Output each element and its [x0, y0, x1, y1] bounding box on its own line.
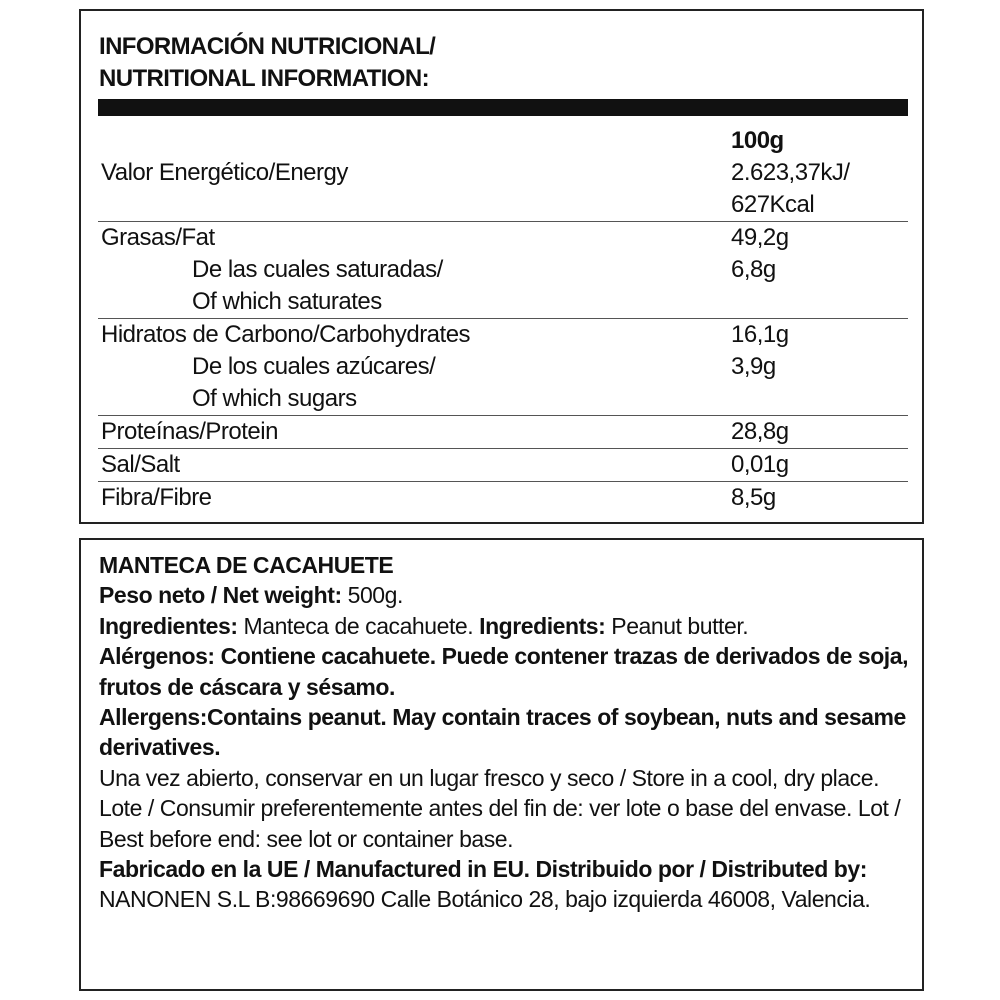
row-value: 16,1g — [731, 321, 789, 348]
row-value: 2.623,37kJ/ — [731, 159, 850, 186]
row-value: 49,2g — [731, 224, 789, 251]
sub-row-label: Of which saturates — [192, 288, 382, 315]
title-line-2: NUTRITIONAL INFORMATION: — [99, 65, 430, 92]
table-row-energy: Valor Energético/Energy 100g 2.623,37kJ/… — [98, 125, 908, 222]
row-value: 28,8g — [731, 418, 789, 445]
table-row-carbohydrates: Hidratos de Carbono/Carbohydrates De los… — [98, 319, 908, 416]
allergens-en: Allergens:Contains peanut. May contain t… — [99, 704, 906, 761]
row-label: Sal/Salt — [101, 451, 180, 478]
row-value: 8,5g — [731, 484, 776, 511]
row-label: Valor Energético/Energy — [101, 159, 348, 186]
ingredients: Ingredientes: Manteca de cacahuete. Ingr… — [99, 611, 910, 641]
header-bar — [98, 99, 908, 116]
table-row-salt: Sal/Salt 0,01g — [98, 449, 908, 482]
table-row-protein: Proteínas/Protein 28,8g — [98, 416, 908, 449]
table-row-fibre: Fibra/Fibre 8,5g — [98, 482, 908, 514]
lot-best-before: Lote / Consumir preferentemente antes de… — [99, 795, 901, 852]
row-label: Hidratos de Carbono/Carbohydrates — [101, 321, 471, 348]
row-label: Proteínas/Protein — [101, 418, 278, 445]
nutrition-facts-panel: INFORMACIÓN NUTRICIONAL/ NUTRITIONAL INF… — [79, 9, 924, 524]
sub-row-label: Of which sugars — [192, 385, 357, 412]
manufactured-label: Fabricado en la UE / Manufactured in EU.… — [99, 856, 867, 883]
ingredients-label: Ingredients: — [479, 612, 606, 639]
sub-row-label: De los cuales azúcares/ — [192, 353, 436, 380]
sub-row-value: 3,9g — [731, 353, 776, 380]
column-header: 100g — [731, 127, 784, 154]
net-weight-label: Peso neto / Net weight: — [99, 582, 342, 609]
ingredientes-value: Manteca de cacahuete. — [237, 612, 480, 639]
net-weight: Peso neto / Net weight: 500g. — [99, 580, 910, 610]
net-weight-value: 500g. — [341, 582, 404, 609]
row-label: Fibra/Fibre — [101, 484, 212, 511]
sub-row-label: De las cuales saturadas/ — [192, 256, 443, 283]
product-name: MANTECA DE CACAHUETE — [99, 552, 394, 578]
nutrition-title: INFORMACIÓN NUTRICIONAL/ NUTRITIONAL INF… — [99, 31, 436, 95]
ingredients-value: Peanut butter. — [605, 612, 749, 639]
allergens-es: Alérgenos: Contiene cacahuete. Puede con… — [99, 643, 909, 700]
ingredientes-label: Ingredientes: — [99, 612, 238, 639]
row-value: 627Kcal — [731, 191, 815, 218]
distributor-value: NANONEN S.L B:98669690 Calle Botánico 28… — [99, 886, 871, 913]
row-label: Grasas/Fat — [101, 224, 215, 251]
row-value: 0,01g — [731, 451, 789, 478]
title-line-1: INFORMACIÓN NUTRICIONAL/ — [99, 33, 436, 60]
product-info-panel: MANTECA DE CACAHUETE Peso neto / Net wei… — [79, 538, 924, 991]
storage-instructions: Una vez abierto, conservar en un lugar f… — [99, 764, 880, 791]
manufacturer: Fabricado en la UE / Manufactured in EU.… — [99, 854, 910, 915]
nutrition-table: Valor Energético/Energy 100g 2.623,37kJ/… — [98, 125, 908, 514]
table-row-fat: Grasas/Fat De las cuales saturadas/ Of w… — [98, 222, 908, 319]
sub-row-value: 6,8g — [731, 256, 776, 283]
